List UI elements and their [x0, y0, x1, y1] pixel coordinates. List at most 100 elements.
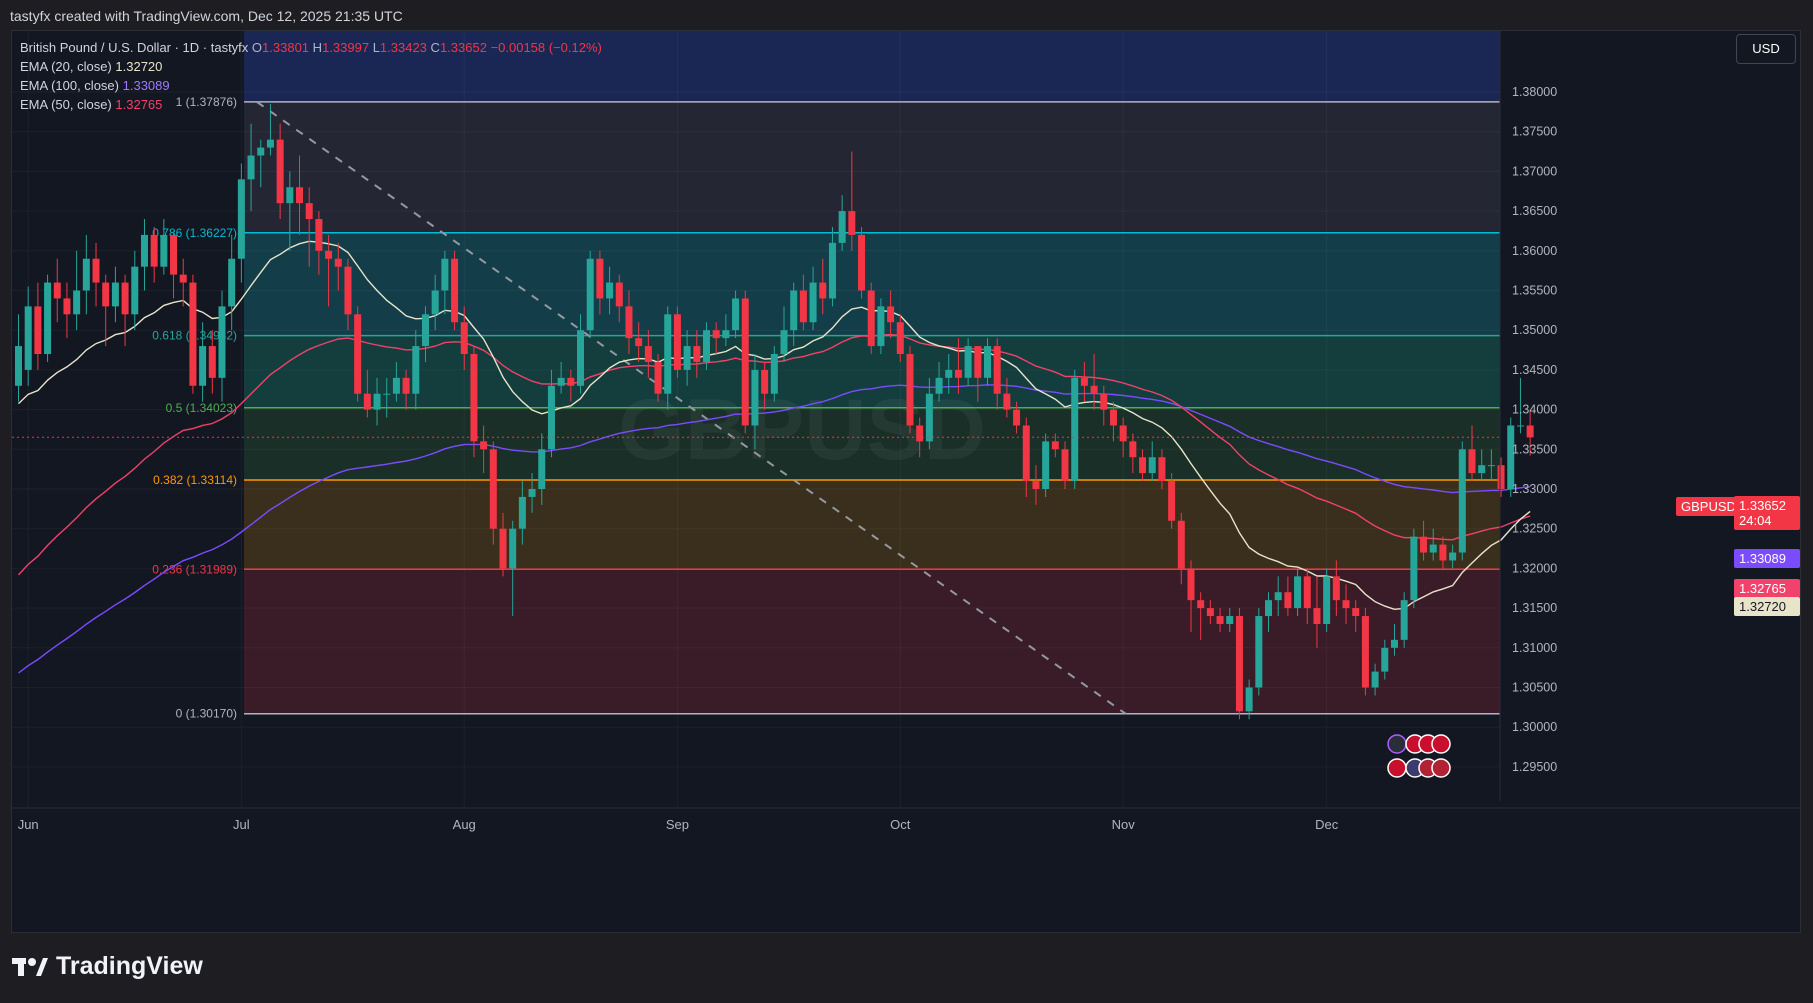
candle-body: [1051, 441, 1059, 450]
candle-body: [373, 393, 381, 410]
candle-down: [625, 290, 633, 355]
candle-down: [1342, 584, 1350, 624]
candle-down: [1022, 417, 1030, 497]
candle-body: [1303, 576, 1311, 609]
candle-down: [1003, 377, 1011, 418]
candle-down: [1303, 568, 1311, 624]
candle-up: [431, 274, 439, 331]
candle-body: [1003, 393, 1011, 410]
candle-down: [1284, 576, 1292, 617]
candle-body: [518, 496, 526, 529]
candle-down: [1352, 600, 1360, 632]
candle-up: [984, 338, 991, 386]
candle-down: [567, 369, 575, 402]
candle-down: [896, 314, 904, 362]
candle-down: [1013, 401, 1021, 434]
candle-down: [150, 226, 158, 283]
candle-down: [635, 322, 643, 362]
price-tick-label: 1.37500: [1512, 125, 1557, 139]
candle-body: [567, 377, 575, 386]
ema50-row[interactable]: EMA (50, close) 1.32765: [20, 95, 602, 114]
candle-body: [1400, 600, 1408, 640]
candle-body: [208, 346, 216, 378]
candle-body: [441, 258, 449, 291]
candle-body: [82, 258, 90, 291]
ema100-row[interactable]: EMA (100, close) 1.33089: [20, 76, 602, 95]
candle-body: [1100, 393, 1108, 410]
candle-body: [896, 322, 904, 355]
candle-down: [334, 242, 342, 291]
candle-body: [799, 290, 807, 323]
candle-up: [547, 369, 555, 458]
candle-up: [1042, 433, 1050, 497]
candle-up: [1274, 576, 1282, 617]
candle-body: [451, 258, 459, 323]
candle-body: [315, 219, 323, 251]
ema100-value: 1.33089: [122, 78, 170, 93]
tradingview-wordmark: TradingView: [56, 952, 203, 980]
candle-body: [266, 139, 274, 148]
price-tick-label: 1.33500: [1512, 442, 1557, 456]
candle-down: [63, 282, 71, 339]
candle-body: [53, 282, 61, 299]
candle-down: [1090, 354, 1098, 410]
price-tick-label: 1.36000: [1512, 244, 1557, 258]
fib-level-label: 0.382 (1.33114): [153, 473, 237, 487]
candle-up: [606, 266, 614, 315]
currency-button[interactable]: USD: [1736, 34, 1796, 64]
candle-body: [1129, 441, 1137, 458]
candle-body: [887, 306, 895, 323]
candle-body: [199, 346, 207, 386]
candle-down: [1206, 600, 1214, 624]
candlestick-chart[interactable]: GBPUSD 1 (1.37876)0.786 (1.36227)0.618 (…: [12, 31, 1800, 932]
candle-body: [1013, 409, 1021, 426]
candle-body: [596, 258, 604, 299]
candle-up: [44, 274, 52, 362]
candle-up: [751, 354, 759, 450]
candle-down: [1129, 433, 1137, 474]
candle-body: [392, 377, 400, 394]
candle-body: [1439, 544, 1447, 561]
fib-level-label: 0.5 (1.34023): [166, 401, 237, 415]
chart-panel[interactable]: GBPUSD 1 (1.37876) 0.786 (1.36227) 0.618 (…: [11, 30, 1801, 933]
candle-up: [441, 250, 449, 315]
candle-body: [305, 203, 313, 220]
time-tick-label: Jun: [18, 817, 39, 832]
fib-band: [244, 407, 1500, 480]
candle-body: [751, 369, 759, 426]
candle-down: [1361, 608, 1369, 696]
candle-up: [1516, 377, 1524, 434]
candle-up: [82, 234, 90, 315]
ema100-axis-tag: 1.33089: [1734, 549, 1800, 568]
candle-body: [111, 282, 119, 307]
candle-body: [1206, 608, 1214, 617]
candle-body: [625, 306, 633, 339]
us-flag-icon: [1431, 758, 1451, 778]
candle-down: [1197, 592, 1205, 640]
candle-body: [1090, 385, 1098, 394]
candle-body: [974, 346, 982, 378]
candle-body: [1420, 536, 1428, 553]
tradingview-logo[interactable]: TradingView: [12, 952, 203, 981]
candle-body: [993, 346, 1001, 394]
candle-body: [654, 361, 662, 394]
candle-down: [1332, 560, 1340, 617]
price-tick-label: 1.29500: [1512, 760, 1557, 774]
candle-body: [741, 298, 749, 426]
candle-body: [819, 282, 827, 299]
ema20-row[interactable]: EMA (20, close) 1.32720: [20, 57, 602, 76]
candle-down: [92, 242, 100, 307]
candle-body: [1109, 409, 1117, 426]
symbol-title[interactable]: British Pound / U.S. Dollar · 1D · tasty…: [20, 40, 249, 55]
candle-up: [964, 338, 972, 386]
candle-body: [1061, 449, 1069, 482]
candle-down: [489, 441, 497, 545]
candle-body: [92, 258, 100, 283]
candle-body: [1487, 465, 1495, 467]
time-tick-label: Dec: [1315, 817, 1339, 832]
candle-body: [1042, 441, 1050, 489]
candle-body: [480, 441, 488, 450]
candle-body: [1313, 608, 1321, 624]
flash-event-icon: [1387, 734, 1407, 754]
candle-up: [1245, 679, 1253, 720]
